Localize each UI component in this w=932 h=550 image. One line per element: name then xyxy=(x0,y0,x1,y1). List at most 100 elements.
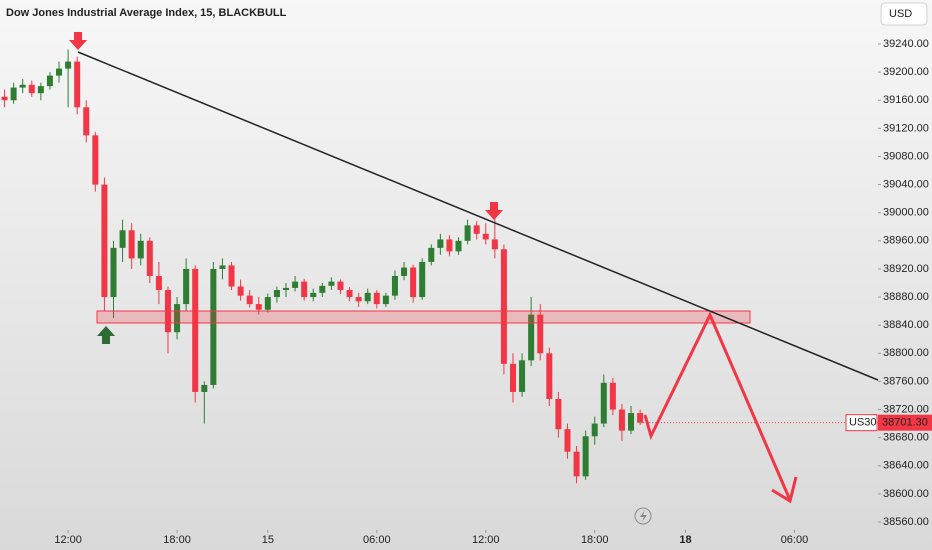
candle-body xyxy=(528,314,535,361)
candle-body xyxy=(183,268,190,305)
y-tick-label: 39120.00 xyxy=(883,122,929,134)
trend-line xyxy=(77,51,879,381)
y-tick-label: 38840.00 xyxy=(883,319,929,331)
candle-body xyxy=(464,225,471,241)
x-tick-label: 18:00 xyxy=(163,534,191,546)
candle-body xyxy=(283,287,290,291)
axes: 38560.00 38600.00 38640.00 38680.00 38720.00… xyxy=(54,38,932,546)
candle-body xyxy=(101,184,108,298)
candle-body xyxy=(146,240,153,276)
candle-body xyxy=(19,84,26,88)
candle-body xyxy=(382,295,389,305)
event-icon[interactable] xyxy=(634,507,652,525)
candle-body xyxy=(473,225,480,234)
candle-body xyxy=(546,353,553,399)
price-label: 38701.30 xyxy=(882,417,928,429)
candle-body xyxy=(564,429,571,452)
candle-body xyxy=(301,281,308,298)
candle-body xyxy=(192,268,199,392)
y-tick-label: 39080.00 xyxy=(883,150,929,162)
candle-body xyxy=(573,451,580,477)
candle-body xyxy=(355,297,362,302)
y-tick-label: 38960.00 xyxy=(883,235,929,247)
support-zone xyxy=(96,310,751,324)
x-tick-label: 15 xyxy=(262,534,274,546)
y-tick-label: 39160.00 xyxy=(883,94,929,106)
price-badge xyxy=(878,414,932,431)
candle-body xyxy=(264,297,271,310)
candle-body xyxy=(628,413,635,431)
event-icon-bolt xyxy=(640,510,647,522)
y-tick-label: 39240.00 xyxy=(883,38,929,50)
candle-body xyxy=(210,268,217,385)
candle-body xyxy=(137,240,144,259)
candles xyxy=(1,49,644,484)
currency-button[interactable] xyxy=(880,2,928,26)
candle-body xyxy=(246,295,253,305)
candle-body xyxy=(310,292,317,298)
candle-body xyxy=(56,68,63,76)
candle-body xyxy=(74,61,81,108)
projection-path xyxy=(643,311,792,501)
x-tick-label: 18:00 xyxy=(581,534,609,546)
symbol-badge xyxy=(845,414,878,432)
candle-body xyxy=(46,75,53,87)
candle-body xyxy=(482,233,489,240)
candle-body xyxy=(273,290,280,298)
y-tick-label: 38800.00 xyxy=(883,347,929,359)
candle-body xyxy=(119,230,126,248)
y-tick-label: 38680.00 xyxy=(883,432,929,444)
down-arrow xyxy=(69,32,87,50)
candle-body xyxy=(582,436,589,477)
candle-body xyxy=(174,304,181,333)
candle-body xyxy=(319,285,326,293)
candle-body xyxy=(92,135,99,185)
candle-body xyxy=(509,363,516,392)
candle-body xyxy=(410,267,417,298)
x-tick-label: 06:00 xyxy=(781,534,809,546)
x-tick-label: 06:00 xyxy=(363,534,391,546)
candle-body xyxy=(391,275,398,296)
y-tick-label: 38720.00 xyxy=(883,403,929,415)
y-tick-label: 38640.00 xyxy=(883,460,929,472)
candle-body xyxy=(65,61,72,69)
y-tick-label: 38880.00 xyxy=(883,291,929,303)
candle-body xyxy=(155,275,162,291)
candle-body xyxy=(328,281,335,286)
candle-body xyxy=(446,239,453,252)
up-arrow xyxy=(97,326,115,344)
candle-body xyxy=(437,239,444,248)
y-tick-label: 39000.00 xyxy=(883,207,929,219)
candle-body xyxy=(419,261,426,298)
currency-label[interactable]: USD xyxy=(889,8,912,20)
y-tick-label: 38920.00 xyxy=(883,263,929,275)
candle-body xyxy=(537,314,544,354)
candle-body xyxy=(618,409,625,431)
chart-title: Dow Jones Industrial Average Index, 15, … xyxy=(6,7,287,19)
candle-body xyxy=(401,267,408,276)
y-tick-label: 39200.00 xyxy=(883,66,929,78)
y-tick-label: 39040.00 xyxy=(883,178,929,190)
candle-body xyxy=(600,382,607,424)
candle-body xyxy=(28,84,35,94)
candle-body xyxy=(519,360,526,392)
candle-body xyxy=(83,107,90,136)
candle-body xyxy=(364,292,371,302)
down-arrow xyxy=(485,202,503,220)
y-tick-label: 38600.00 xyxy=(883,488,929,500)
candle-body xyxy=(337,281,344,291)
candle-body xyxy=(373,292,380,305)
candle-body xyxy=(128,230,135,259)
candle-body xyxy=(10,87,17,101)
candle-body xyxy=(555,398,562,430)
candle-body xyxy=(455,240,462,252)
candle-body xyxy=(237,286,244,296)
candle-body xyxy=(110,247,117,298)
candle-body xyxy=(491,239,498,250)
candle-body xyxy=(346,290,353,298)
candle-body xyxy=(37,86,44,94)
candle-body xyxy=(228,265,235,287)
